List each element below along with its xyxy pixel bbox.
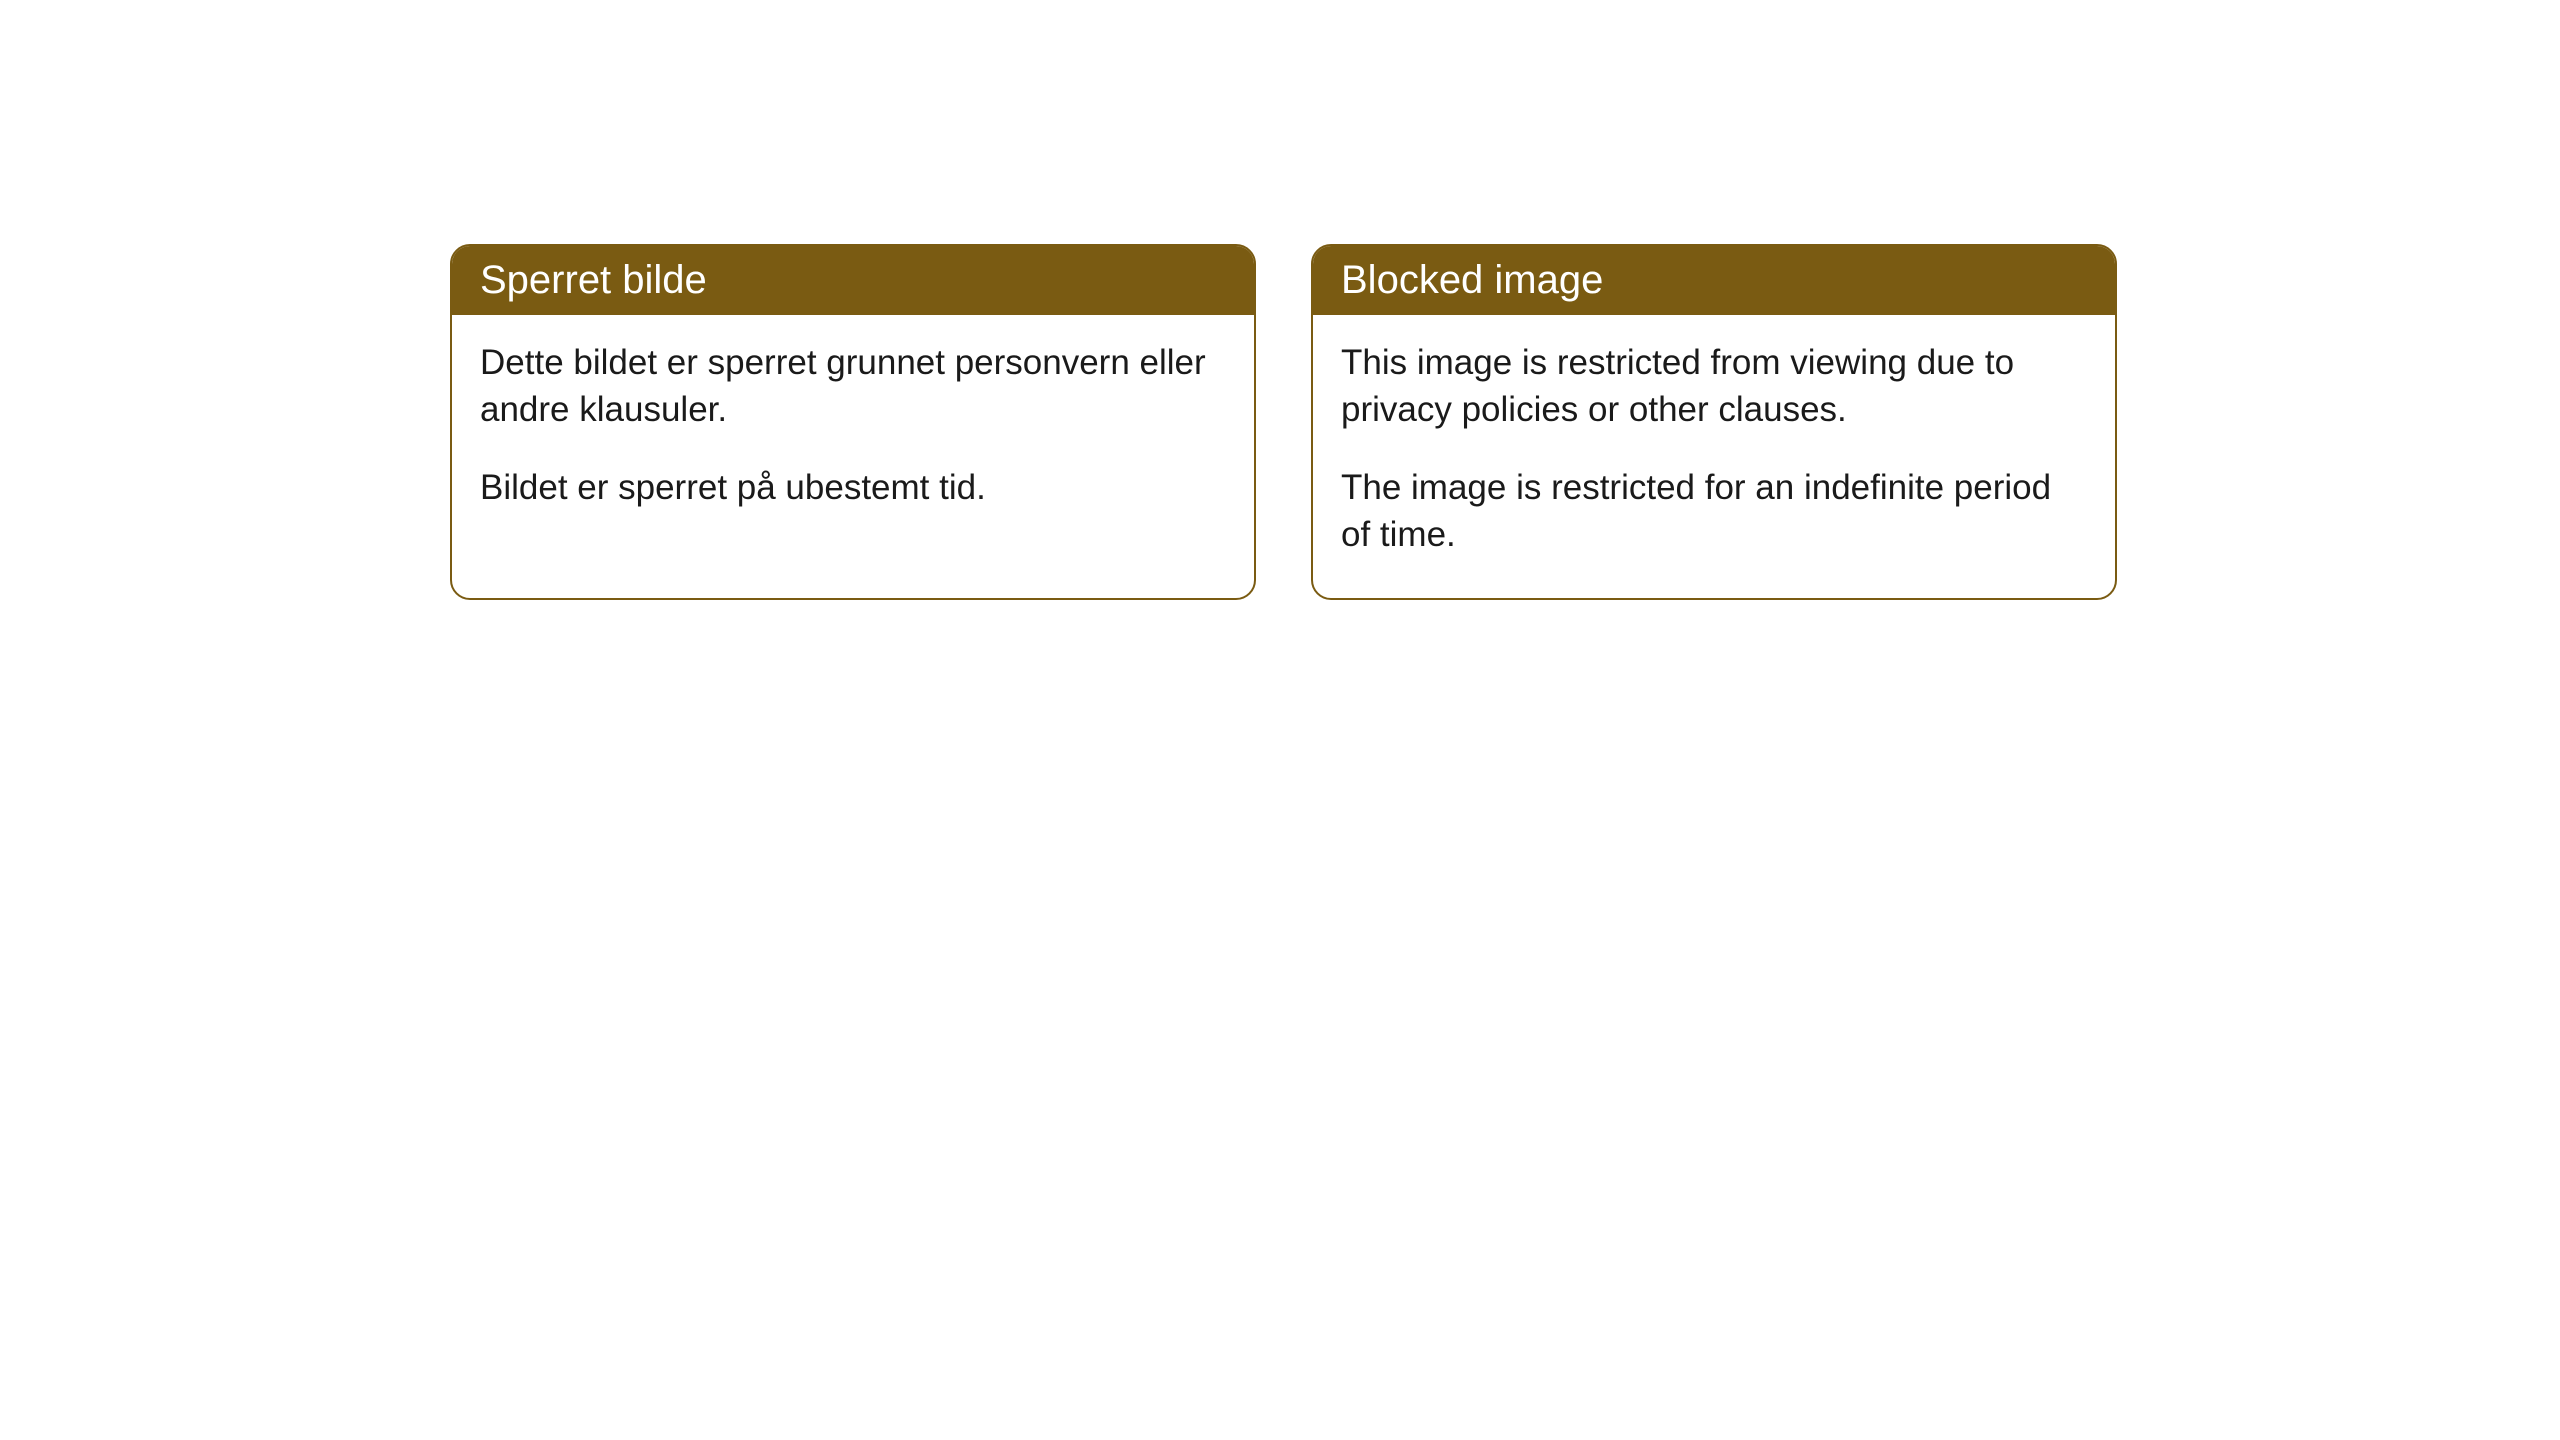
- notice-card-english: Blocked image This image is restricted f…: [1311, 244, 2117, 600]
- notice-text-norwegian-2: Bildet er sperret på ubestemt tid.: [480, 464, 1226, 511]
- notice-card-norwegian: Sperret bilde Dette bildet er sperret gr…: [450, 244, 1256, 600]
- notice-text-english-2: The image is restricted for an indefinit…: [1341, 464, 2087, 559]
- notice-body-norwegian: Dette bildet er sperret grunnet personve…: [452, 315, 1254, 551]
- notice-header-english: Blocked image: [1313, 246, 2115, 315]
- notice-header-norwegian: Sperret bilde: [452, 246, 1254, 315]
- notice-text-english-1: This image is restricted from viewing du…: [1341, 339, 2087, 434]
- notice-container: Sperret bilde Dette bildet er sperret gr…: [450, 244, 2117, 600]
- notice-body-english: This image is restricted from viewing du…: [1313, 315, 2115, 598]
- notice-text-norwegian-1: Dette bildet er sperret grunnet personve…: [480, 339, 1226, 434]
